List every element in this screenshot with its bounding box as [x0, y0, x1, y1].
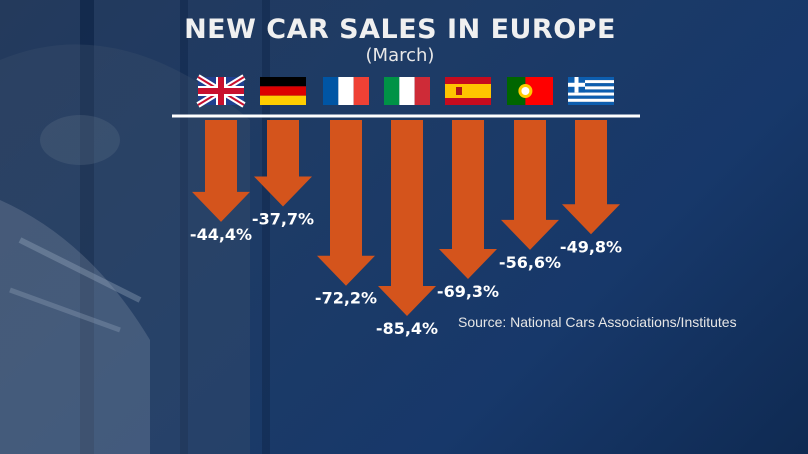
- spain-flag-icon: [445, 77, 491, 105]
- chart-title: NEW CAR SALES IN EUROPE: [184, 14, 616, 45]
- france-flag-icon: [323, 77, 369, 105]
- value-label-1: -44,4%: [190, 225, 252, 244]
- germany-flag-icon: [260, 77, 306, 105]
- bar-arrow-7: [562, 120, 620, 235]
- bar-arrow-4: [378, 120, 436, 316]
- value-label-2: -37,7%: [252, 210, 314, 229]
- bar-arrow-3: [317, 120, 375, 286]
- value-label-5: -69,3%: [437, 282, 499, 301]
- uk-flag-icon: [196, 74, 246, 108]
- italy-flag-icon: [384, 77, 430, 105]
- greece-flag-icon: [568, 77, 614, 105]
- value-label-4: -85,4%: [376, 319, 438, 338]
- bar-arrow-2: [254, 120, 312, 207]
- bar-arrow-6: [501, 120, 559, 250]
- bar-arrow-1: [192, 120, 250, 222]
- portugal-flag-icon: [507, 77, 553, 105]
- chart-subtitle: (March): [365, 45, 435, 66]
- bar-arrow-5: [439, 120, 497, 280]
- value-label-6: -56,6%: [499, 253, 561, 272]
- source-note: Source: National Cars Associations/Insti…: [458, 314, 737, 330]
- value-label-7: -49,8%: [560, 237, 622, 256]
- value-label-3: -72,2%: [315, 289, 377, 308]
